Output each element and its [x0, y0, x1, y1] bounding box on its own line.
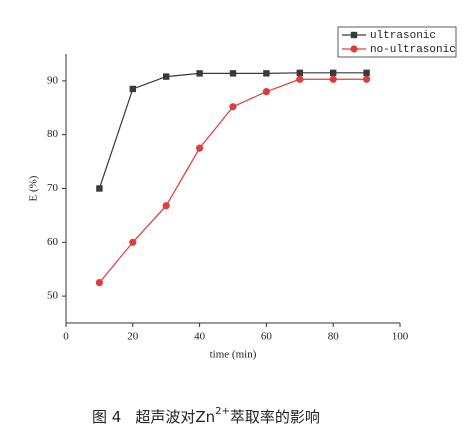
legend-label: no-ultrasonic [370, 44, 456, 56]
marker [296, 69, 303, 77]
x-tick-label: 80 [328, 331, 340, 343]
y-tick-label: 50 [47, 290, 59, 302]
y-tick-label: 90 [47, 74, 59, 86]
marker [196, 70, 203, 77]
marker [96, 185, 103, 192]
legend: ultrasonic no-ultrasonic [337, 26, 457, 58]
x-tick-label: 60 [261, 331, 273, 343]
legend-label: ultrasonic [370, 30, 436, 42]
x-tick-label: 20 [127, 331, 139, 343]
marker [296, 75, 304, 83]
x-tick-label: 0 [63, 331, 69, 343]
series-line [98, 72, 367, 189]
marker [363, 69, 370, 77]
marker [229, 70, 237, 77]
y-tick-label: 80 [47, 128, 59, 140]
marker [162, 202, 170, 210]
legend-marker [350, 31, 358, 39]
marker [95, 279, 103, 287]
x-tick-label: 40 [194, 331, 206, 343]
legend-box [337, 26, 457, 58]
y-tick-label: 70 [47, 182, 59, 194]
caption-text: 超声波对Zn [135, 408, 215, 426]
caption-number: 图 4 [92, 408, 121, 426]
x-axis-label: time (min) [210, 349, 257, 361]
marker [262, 88, 270, 96]
marker [163, 73, 170, 80]
marker [129, 238, 137, 246]
y-axis-label: E (%) [28, 175, 40, 201]
y-tick-label: 60 [47, 236, 59, 248]
legend-marker [350, 45, 358, 53]
marker [329, 75, 337, 83]
x-tick-label: 100 [392, 331, 409, 343]
caption-superscript: 2+ [215, 406, 230, 417]
marker [330, 69, 337, 77]
figure-caption: 图 4 超声波对Zn2+萃取率的影响 [92, 406, 320, 426]
marker [263, 70, 270, 77]
marker [129, 85, 136, 93]
marker [363, 75, 371, 83]
marker [229, 103, 237, 111]
marker [196, 144, 204, 152]
caption-text: 萃取率的影响 [230, 408, 320, 426]
